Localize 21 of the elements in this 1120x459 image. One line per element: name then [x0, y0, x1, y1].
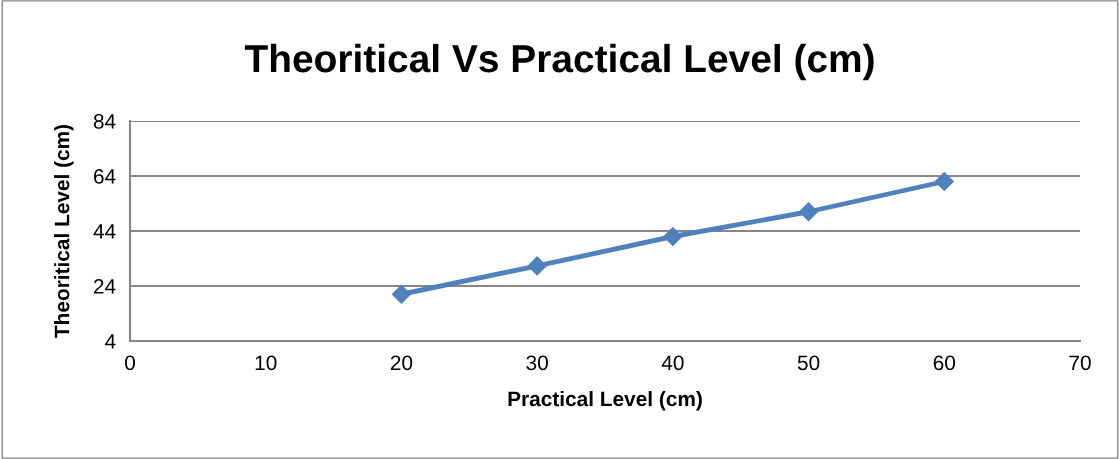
x-tick-label: 20	[390, 355, 413, 371]
y-tick-label: 44	[93, 224, 116, 239]
x-tick-label: 50	[797, 355, 820, 371]
point	[527, 256, 547, 276]
y-axis-title: Theoritical Level (cm)	[54, 124, 74, 338]
point	[799, 202, 819, 222]
x-tick-label: 40	[661, 355, 684, 371]
point	[391, 284, 411, 304]
point	[934, 171, 954, 192]
x-tick-label: 10	[255, 355, 277, 371]
point	[663, 226, 683, 247]
x-tick-label: 60	[933, 355, 956, 371]
x-axis-title: Practical Level (cm)	[508, 390, 702, 411]
x-tick-label: 30	[526, 355, 548, 371]
y-tick-label: 24	[93, 279, 116, 294]
x-tick-label: 70	[1069, 355, 1091, 371]
y-tick-label: 84	[93, 114, 116, 129]
y-tick-label: 64	[94, 169, 116, 184]
y-tick-label: 4	[105, 334, 116, 349]
x-tick-label: 0	[125, 355, 135, 371]
chart-title: Theoritical Vs Practical Level (cm)	[244, 43, 874, 81]
